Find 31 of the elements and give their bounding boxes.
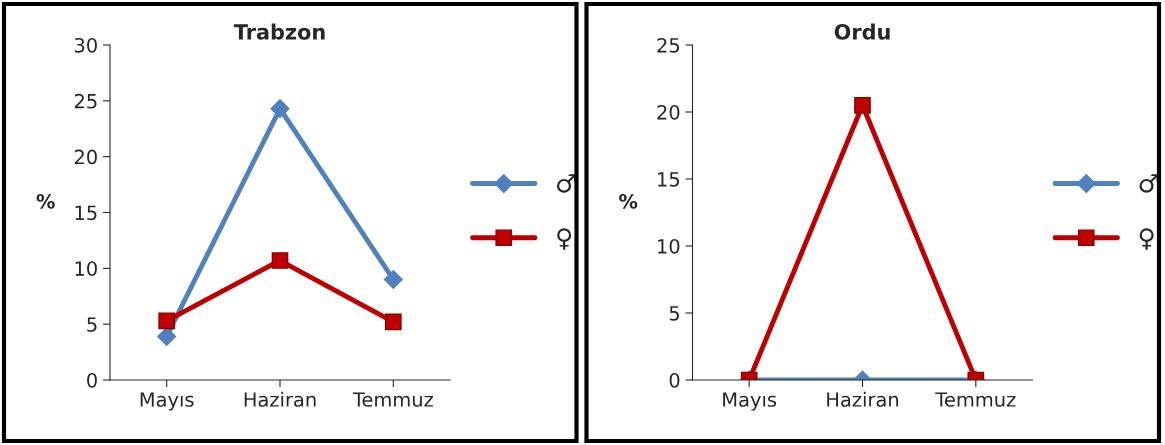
y-tick-label: 0: [669, 372, 680, 388]
y-tick-label: 20: [74, 149, 97, 165]
point: [271, 252, 289, 269]
y-tick-label: 25: [74, 93, 97, 109]
x-tick-label: Haziran: [244, 391, 316, 407]
x-tick-label: Mayıs: [723, 392, 777, 411]
chart-title: Trabzon: [233, 23, 325, 40]
y-axis-title: %: [36, 194, 55, 209]
y-tick-label: 5: [669, 306, 679, 321]
y-tick-label: 20: [657, 104, 680, 120]
y-axis-title: %: [619, 194, 638, 209]
y-tick-label: 10: [75, 261, 97, 276]
y-tick-label: 5: [87, 317, 97, 332]
x-tick-label: Haziran: [827, 391, 899, 407]
x-tick-label: Mayıs: [140, 392, 194, 411]
point: [157, 326, 177, 346]
chart-title: Ordu: [834, 23, 890, 40]
x-tick-label: Temmuz: [935, 392, 1016, 407]
point: [270, 99, 290, 119]
legend-label: ♀: [1139, 228, 1154, 250]
x-tick-label: Temmuz: [352, 392, 433, 407]
y-tick-label: 15: [75, 205, 97, 221]
point: [384, 313, 402, 331]
legend-label: ♀: [557, 228, 572, 250]
y-tick-label: 30: [74, 37, 97, 53]
point: [383, 269, 403, 290]
y-tick-label: 10: [658, 238, 680, 254]
y-tick-label: 0: [87, 372, 97, 388]
y-tick-label: 15: [658, 172, 679, 187]
point: [158, 312, 176, 330]
y-tick-label: 25: [657, 37, 679, 53]
